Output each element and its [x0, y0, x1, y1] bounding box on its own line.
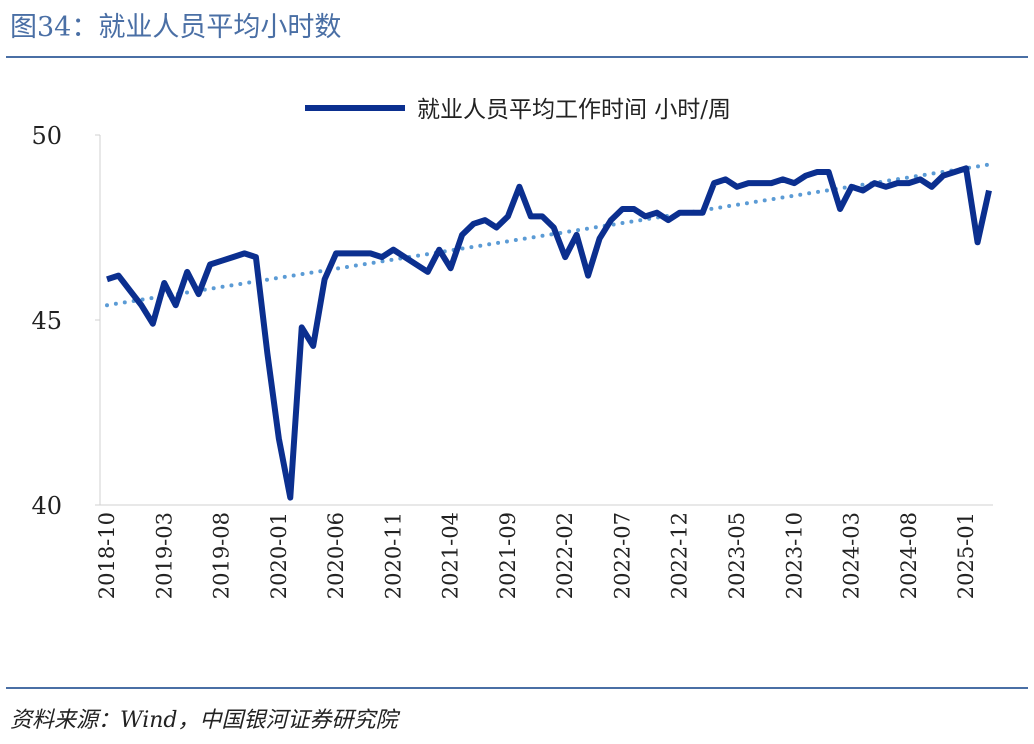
x-tick-label: 2021-04: [439, 512, 463, 599]
x-tick-label: 2021-09: [496, 512, 520, 599]
legend-label: 就业人员平均工作时间 小时/周: [417, 97, 731, 123]
x-tick-label: 2022-07: [610, 512, 634, 599]
series-line: [106, 165, 992, 501]
x-tick-label: 2023-10: [782, 512, 806, 599]
x-tick-label: 2025-01: [954, 512, 978, 599]
x-tick-label: 2024-03: [840, 512, 864, 599]
x-tick-label: 2024-08: [897, 512, 921, 599]
y-tick-label: 50: [31, 122, 62, 150]
chart-title: 图34：就业人员平均小时数: [10, 12, 341, 43]
x-tick-label: 2023-05: [725, 512, 749, 599]
x-tick-label: 2019-08: [210, 512, 234, 599]
x-tick-label: 2022-12: [668, 512, 692, 599]
x-tick-label: 2019-03: [152, 512, 176, 599]
x-tick-label: 2022-02: [553, 512, 577, 599]
x-tick-label: 2018-10: [95, 512, 119, 599]
y-tick-label: 40: [31, 492, 62, 520]
source-note: 资料来源：Wind，中国银河证券研究院: [10, 708, 401, 733]
x-tick-label: 2020-06: [324, 512, 348, 599]
y-tick-label: 45: [31, 307, 62, 335]
x-tick-label: 2020-01: [267, 512, 291, 599]
x-tick-label: 2020-11: [381, 512, 405, 599]
